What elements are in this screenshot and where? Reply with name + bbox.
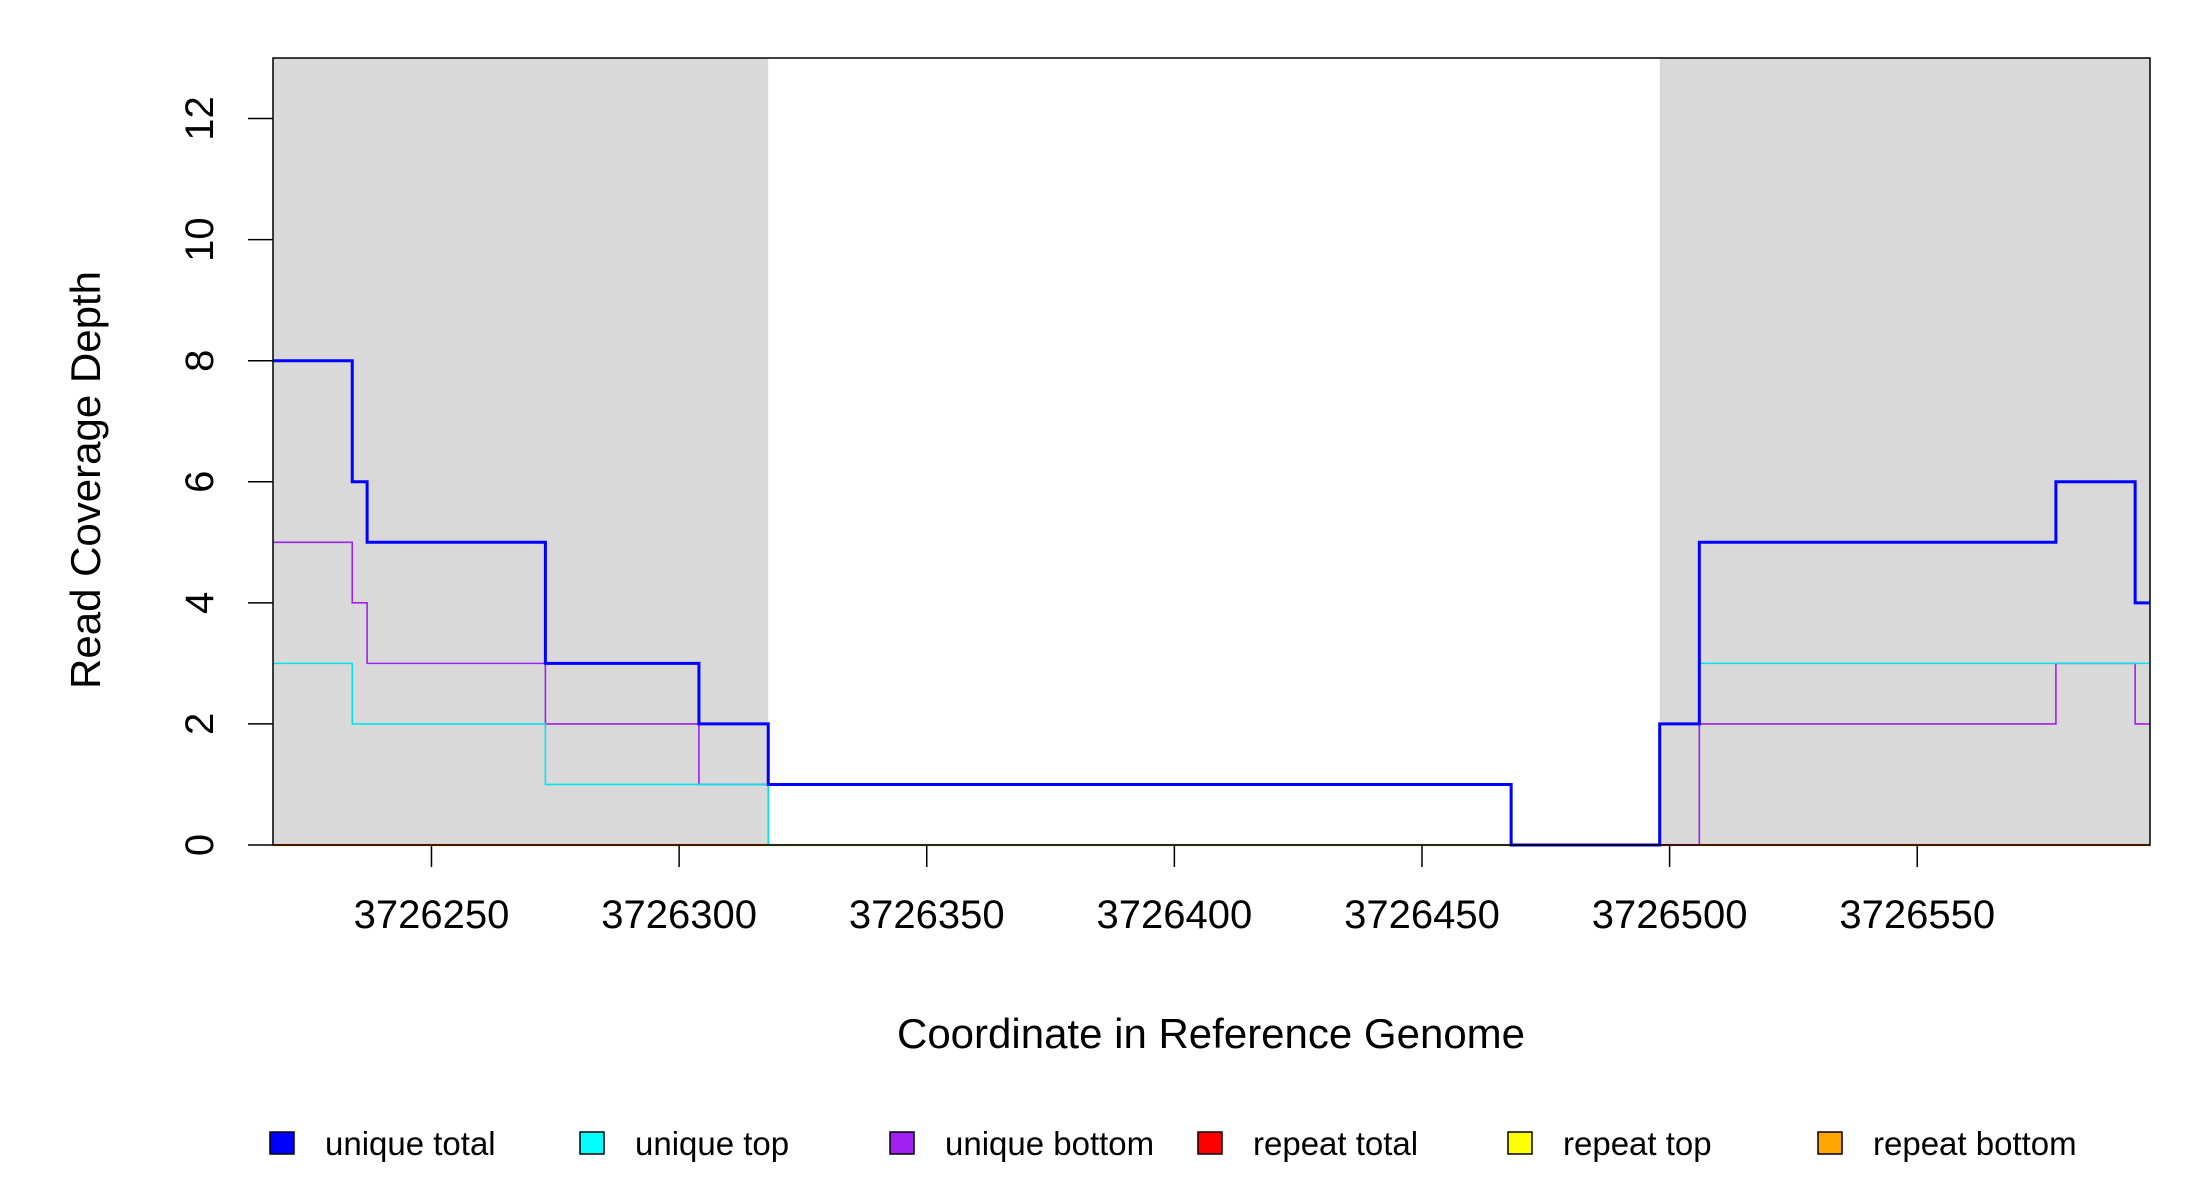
legend-item-unique-total: unique total (269, 1125, 496, 1162)
legend-label: repeat total (1253, 1125, 1418, 1162)
legend-swatch (889, 1131, 915, 1155)
legend-item-repeat-bottom: repeat bottom (1817, 1125, 2077, 1162)
x-tick-label: 3726500 (1592, 893, 1748, 937)
legend: unique total unique top unique bottom repea… (269, 1125, 2077, 1162)
legend-label: unique top (635, 1125, 789, 1162)
plot-frame (272, 57, 2151, 846)
legend-item-unique-bottom: unique bottom (889, 1125, 1154, 1162)
y-axis-title: Read Coverage Depth (62, 271, 109, 689)
y-tick-label: 12 (178, 96, 222, 140)
legend-swatch (579, 1131, 605, 1155)
x-tick-label: 3726350 (849, 893, 1005, 937)
shaded-region-2 (1659, 58, 2150, 845)
shaded-region-1 (273, 58, 769, 845)
y-tick-label: 2 (178, 713, 222, 735)
legend-swatch (1817, 1131, 1843, 1155)
legend-item-repeat-total: repeat total (1197, 1125, 1418, 1162)
legend-label: repeat bottom (1873, 1125, 2077, 1162)
y-tick-label: 4 (178, 592, 222, 614)
legend-label: unique bottom (945, 1125, 1154, 1162)
x-axis: 3726250 3726300 3726350 3726400 3726450 37265… (354, 845, 1995, 937)
legend-label: unique total (325, 1125, 496, 1162)
y-tick-label: 10 (178, 217, 222, 262)
shaded-regions (273, 58, 2150, 845)
y-tick-label: 6 (178, 471, 222, 493)
legend-swatch (1197, 1131, 1223, 1155)
x-tick-label: 3726550 (1839, 893, 1995, 937)
x-tick-label: 3726450 (1344, 893, 1500, 937)
legend-item-unique-top: unique top (579, 1125, 789, 1162)
legend-swatch (269, 1131, 295, 1155)
legend-label: repeat top (1563, 1125, 1712, 1162)
series-unique-total (273, 359, 2150, 847)
legend-swatch (1507, 1131, 1533, 1155)
x-tick-label: 3726250 (354, 893, 510, 937)
x-tick-label: 3726300 (601, 893, 757, 937)
y-tick-label: 0 (178, 834, 222, 856)
legend-item-repeat-top: repeat top (1507, 1125, 1712, 1162)
x-tick-label: 3726400 (1096, 893, 1252, 937)
y-tick-label: 8 (178, 350, 222, 372)
x-axis-title: Coordinate in Reference Genome (897, 1010, 1525, 1057)
y-axis: 0 2 4 6 8 10 12 (178, 96, 273, 856)
